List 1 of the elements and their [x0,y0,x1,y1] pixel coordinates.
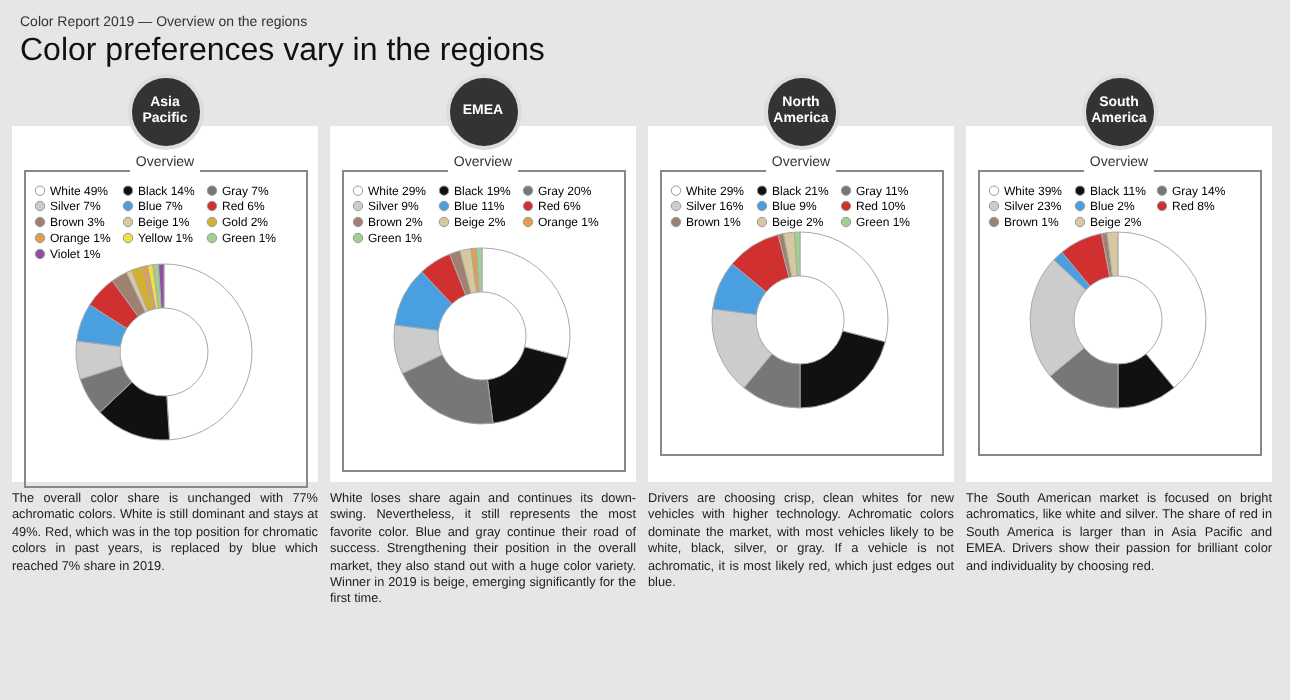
text: Color preferences vary in the regions [20,34,547,70]
